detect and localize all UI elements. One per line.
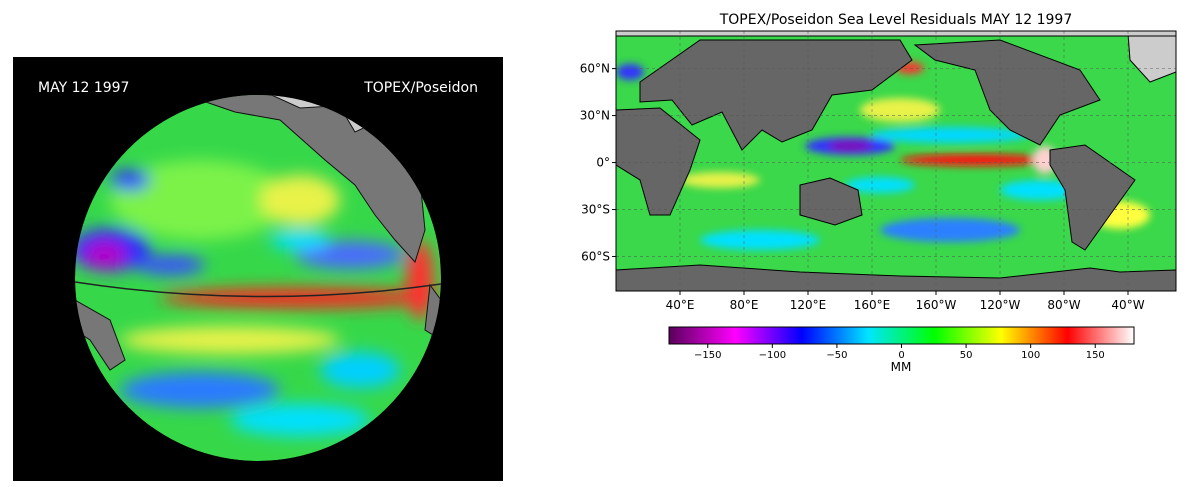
x-tick-label: 40°W [1111, 298, 1144, 312]
globe-label: TOPEX/Poseidon [363, 80, 478, 96]
x-tick-label: 160°E [854, 298, 891, 312]
colorbar-tick-label: 150 [1086, 350, 1105, 361]
colorbar-tick-label: −50 [826, 350, 847, 361]
y-tick-label: 0° [596, 156, 610, 170]
map-axes: 40°E 80°E 120°E 160°E 160°W 120°W 80°W 40°W 60°N… [580, 31, 1176, 312]
globe-panel: MAY 12 1997 TOPEX/Poseidon [13, 57, 503, 481]
y-tick-label: 30°N [580, 109, 610, 123]
map-field [616, 31, 1176, 291]
y-tick-label: 60°N [580, 62, 610, 76]
map-title: TOPEX/Poseidon Sea Level Residuals MAY 1… [719, 12, 1073, 28]
colorbar-tick-label: −100 [759, 350, 786, 361]
x-tick-label: 160°W [916, 298, 957, 312]
colorbar-gradient [668, 326, 1135, 345]
x-tick-label: 80°E [730, 298, 759, 312]
globe [75, 95, 441, 461]
colorbar-tick-label: 0 [898, 350, 904, 361]
colorbar: MM −150 −100 −50 0 50 100 150 [668, 326, 1135, 374]
globe-date: MAY 12 1997 [38, 80, 129, 96]
y-tick-label: 30°S [581, 203, 610, 217]
x-tick-label: 120°E [790, 298, 827, 312]
colorbar-tick-label: −150 [694, 350, 721, 361]
map-frame [615, 30, 1177, 292]
y-tick-label: 60°S [581, 250, 610, 264]
colorbar-tick-label: 50 [960, 350, 973, 361]
map-panel: TOPEX/Poseidon Sea Level Residuals MAY 1… [580, 12, 1177, 312]
x-tick-label: 40°E [666, 298, 695, 312]
colorbar-tick-label: 100 [1021, 350, 1040, 361]
x-tick-label: 80°W [1047, 298, 1080, 312]
x-tick-label: 120°W [980, 298, 1021, 312]
colorbar-label: MM [891, 360, 912, 374]
